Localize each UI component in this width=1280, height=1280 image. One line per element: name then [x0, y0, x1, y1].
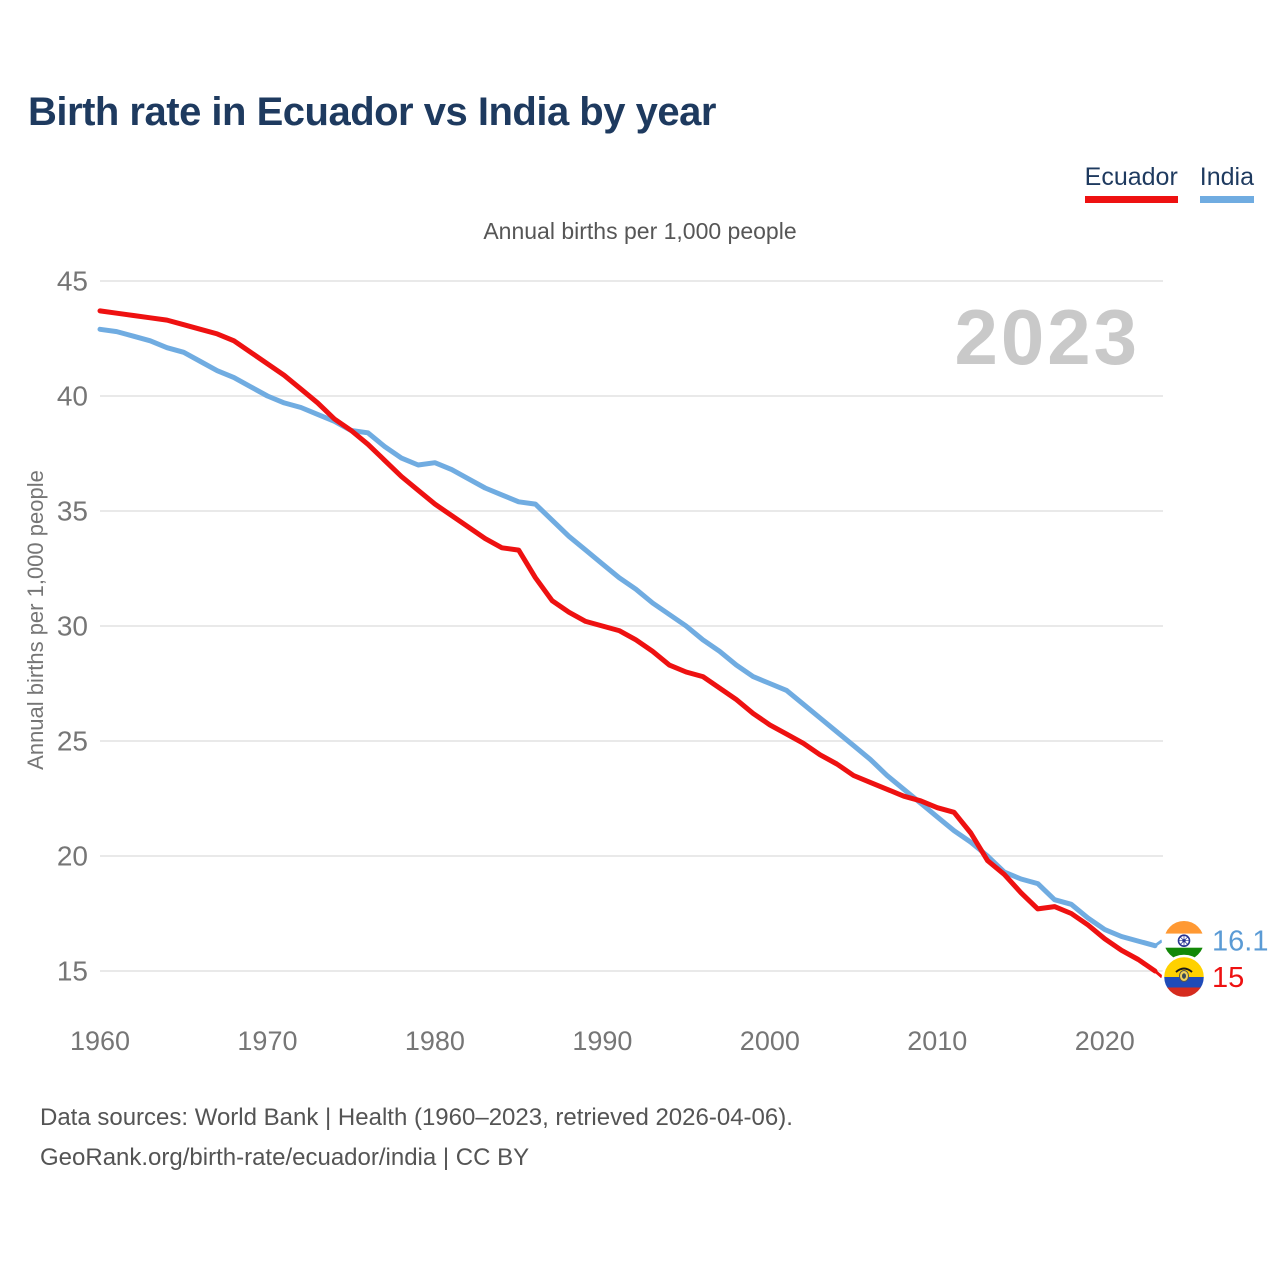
x-tick-label: 2000	[740, 1026, 800, 1056]
legend-item-india[interactable]: India	[1199, 163, 1254, 203]
footer: Data sources: World Bank | Health (1960–…	[40, 1098, 793, 1178]
x-tick-label: 2020	[1075, 1026, 1135, 1056]
footer-sources: Data sources: World Bank | Health (1960–…	[40, 1104, 793, 1131]
legend-item-ecuador[interactable]: Ecuador	[1084, 163, 1178, 203]
y-tick-label: 15	[57, 956, 88, 987]
watermark-year: 2023	[954, 293, 1140, 381]
y-tick-label: 30	[57, 611, 88, 642]
y-tick-label: 40	[57, 381, 88, 412]
ecuador-end-label: 15	[1154, 954, 1244, 1000]
leader-line	[1154, 939, 1163, 947]
page-title: Birth rate in Ecuador vs India by year	[28, 90, 716, 134]
footer-attribution: GeoRank.org/birth-rate/ecuador/india | C…	[40, 1144, 530, 1171]
y-tick-label: 25	[57, 726, 88, 757]
y-tick-label: 20	[57, 841, 88, 872]
y-tick-label: 35	[57, 496, 88, 527]
leader-line	[1154, 969, 1163, 979]
y-tick-label: 45	[57, 266, 88, 297]
x-tick-label: 1980	[405, 1026, 465, 1056]
ecuador-flag-icon	[1163, 956, 1205, 998]
india-end-label: 16.1	[1154, 918, 1268, 963]
ecuador-series-line	[97, 308, 1158, 974]
x-tick-label: 1990	[572, 1026, 632, 1056]
chart-subtitle: Annual births per 1,000 people	[483, 218, 797, 244]
x-tick-label: 1960	[70, 1026, 130, 1056]
end-value-label: 15	[1212, 962, 1244, 994]
legend: Ecuador India	[1084, 163, 1254, 203]
end-value-label: 16.1	[1212, 926, 1268, 958]
x-tick-label: 2010	[907, 1026, 967, 1056]
x-tick-label: 1970	[237, 1026, 297, 1056]
